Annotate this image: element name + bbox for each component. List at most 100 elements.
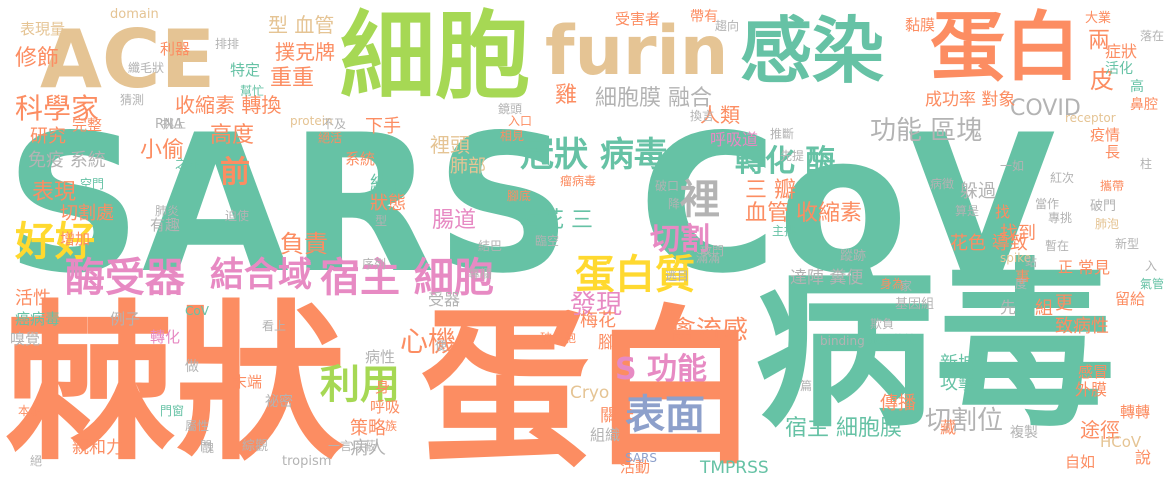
word-jie: 絕	[30, 454, 43, 468]
word-yi-yan: 一言以蔽	[328, 439, 377, 453]
word-chou: 醜	[202, 441, 215, 455]
word-shu-xing: 屬性	[185, 419, 210, 433]
word-jie-gou: 結構	[370, 173, 406, 194]
word-li-yong: 利用	[320, 362, 400, 408]
word-te-ding: 特定	[230, 61, 261, 79]
word-shi: 事	[1015, 268, 1031, 286]
word-biao-xian-liang: 表現量	[20, 20, 66, 38]
word-po-men: 破門	[1090, 199, 1117, 214]
word-su-zhu-xi-bao: 宿主 細胞	[320, 255, 494, 301]
word-guan-zhuang: 冠狀 病毒	[520, 135, 668, 175]
word-ji: 雞	[555, 83, 578, 108]
word-spike: spike	[1000, 251, 1032, 265]
word-xin-xing: 新型	[1115, 237, 1140, 251]
word-bu-ji: 不及	[322, 117, 347, 131]
word-ace: ACE	[40, 13, 216, 106]
word-shen: 身	[375, 378, 391, 396]
word-yan-jiu: 研究	[30, 126, 66, 147]
word-pi: 皮	[1090, 66, 1114, 94]
word-tropism: tropism	[282, 454, 332, 469]
word-gao-du: 高度	[210, 123, 255, 148]
word-zan-zai: 暫在	[1045, 239, 1070, 253]
word-qi-guan: 氣管	[1140, 277, 1165, 291]
word-qie-ge: 切割	[650, 222, 710, 257]
word-chou-bing: 瘤病毒	[560, 174, 597, 188]
word-dai-you: 帶有	[690, 9, 718, 25]
word-shou-fang: 攜帶	[1100, 179, 1125, 193]
word-zhuan-hua-mei: 轉化 酶	[735, 144, 836, 179]
word-mei-hua: 梅花	[580, 310, 616, 331]
word-nian-mo: 黏膜	[905, 16, 936, 34]
word-mei-shou-ti: 酶受器	[65, 255, 185, 301]
word-fa-xian: 發現	[570, 290, 623, 320]
word-qin-liu-gan: 禽流感	[670, 316, 749, 346]
word-zheng-zhuang: 症狀	[1105, 42, 1138, 61]
word-po-xi-bao: 破細胞	[540, 331, 577, 345]
word-chuan-bo: 傳播	[880, 393, 916, 414]
word-ren-lei: 人類	[700, 103, 740, 127]
word-xing-xue-guan: 型 血管	[268, 13, 335, 37]
word-s-gong-neng: S 功能	[615, 352, 708, 387]
word-huo-hua: 活化	[1105, 61, 1133, 77]
word-dan-bai-zhi: 蛋白質	[575, 252, 695, 298]
word-sars: SARS	[625, 451, 658, 465]
word-yi-qing: 疫情	[1090, 126, 1121, 144]
word-gong-ji: 攻擊	[940, 373, 976, 394]
word-zeng-jia: 增加	[60, 230, 91, 248]
word-hao-hao: 好好	[15, 219, 95, 265]
word-shuo: 說	[1135, 448, 1152, 467]
word-ru-kou: 入口	[508, 114, 533, 128]
word-li-tou: 裡	[680, 177, 720, 223]
word-mo-duan: 末端	[232, 373, 263, 391]
word-cheng-gong-lv: 成功率 對象	[925, 90, 1016, 110]
word-jiao-ding: 腳底	[507, 189, 532, 203]
word-li-zi: 例子	[110, 310, 141, 328]
word-chang-jian: 常見	[1078, 258, 1111, 277]
word-cryo: Cryo	[570, 383, 610, 403]
word-duo-guo: 躲過	[960, 181, 996, 202]
word-xi-tong: 系統	[345, 150, 376, 168]
word-zong-lv: 蹤跡	[840, 249, 867, 264]
word-li-qi: 利器	[160, 40, 191, 58]
word-xiang: 降	[668, 197, 681, 211]
word-xiu-jue: 嗅覺	[10, 330, 41, 348]
word-xing: 型	[375, 214, 388, 228]
word-tiao-shang: 挑上	[162, 117, 187, 131]
word-gan-mao: 感冒	[1078, 363, 1109, 381]
word-dan-bai: 蛋白	[420, 291, 761, 482]
word-kong-men: 空門	[80, 177, 105, 191]
word-xi-bao: 細胞	[340, 2, 531, 112]
word-xue-guan-shou-suo: 血管 收縮素	[745, 201, 862, 226]
word-dang-zuo: 當作	[1035, 197, 1060, 211]
word-qie-ge-wei: 切割位	[925, 406, 1004, 436]
word-you-qu: 有趣	[150, 216, 181, 234]
word-dan-bai-2: 蛋白	[930, 3, 1081, 91]
word-gong-men: 攻門	[700, 244, 725, 258]
word-po-kou: 破口	[655, 179, 680, 193]
word-mao: 猜測	[120, 93, 145, 107]
word-bing-ren: 病人	[350, 438, 386, 459]
word-xi-bao-mo-rong-he: 細胞膜 融合	[595, 86, 712, 111]
word-jing-tou: 鏡頭	[498, 102, 523, 116]
word-cov: CoV	[185, 304, 209, 318]
word-domain: domain	[110, 7, 159, 22]
word-mian-yi-xi-tong: 免疫 系統	[28, 150, 106, 171]
word-bing-xing: 病性	[365, 348, 396, 366]
word-qian: 前	[220, 155, 250, 190]
word-zuo: 做	[185, 359, 199, 375]
word-san-ban: 三 瓣	[745, 178, 796, 203]
word-lin-kong: 臨空	[535, 234, 560, 248]
word-mei-hua-san: 梅花 三	[520, 208, 593, 233]
word-pai-pai: 排排	[215, 37, 240, 51]
word-zhu-tiao: 主挑	[772, 224, 797, 238]
word-tui-duan: 推斷	[770, 127, 795, 141]
word-zhuang-tai: 狀態	[370, 193, 406, 214]
word-tu-jing: 途徑	[1080, 418, 1120, 442]
word-liu-luo: 留給	[1115, 290, 1146, 308]
word-xu-lie: 序列	[362, 257, 387, 271]
word-qu-xiang: 趨向	[715, 19, 740, 33]
word-pu-ke-pai: 撲克牌	[275, 40, 335, 64]
word-huo-xing: 活性	[15, 288, 51, 309]
word-wan-mei: 完整	[72, 116, 103, 134]
word-yi-ru: 一如	[1000, 159, 1025, 173]
